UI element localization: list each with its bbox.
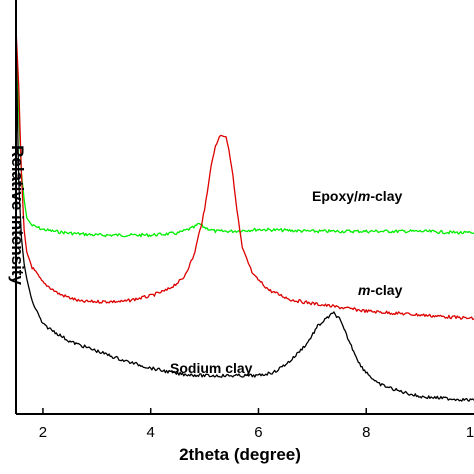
tick-layer: 2 4 6 8 1 bbox=[39, 408, 474, 441]
series-line-0 bbox=[15, 50, 474, 238]
x-tick-label: 4 bbox=[147, 424, 155, 441]
label-m-clay: m-clay bbox=[358, 282, 403, 298]
x-tick-label: 1 bbox=[466, 424, 474, 441]
series-line-1 bbox=[15, 27, 474, 321]
x-axis-title: 2theta (degree) bbox=[179, 445, 301, 464]
series-line-2 bbox=[15, 27, 474, 402]
axes bbox=[15, 0, 474, 415]
x-tick-label: 2 bbox=[39, 424, 47, 441]
x-tick-label: 8 bbox=[362, 424, 370, 441]
series-layer bbox=[15, 27, 474, 402]
label-sodium-clay: Sodium clay bbox=[170, 360, 253, 376]
x-tick-label: 6 bbox=[254, 424, 262, 441]
y-axis-title: Relative intensity bbox=[8, 145, 27, 285]
label-epoxy-m-clay: Epoxy/m-clay bbox=[312, 188, 402, 204]
